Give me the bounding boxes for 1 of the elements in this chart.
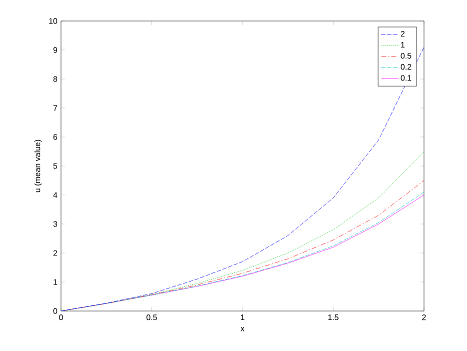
line-series xyxy=(61,46,424,311)
